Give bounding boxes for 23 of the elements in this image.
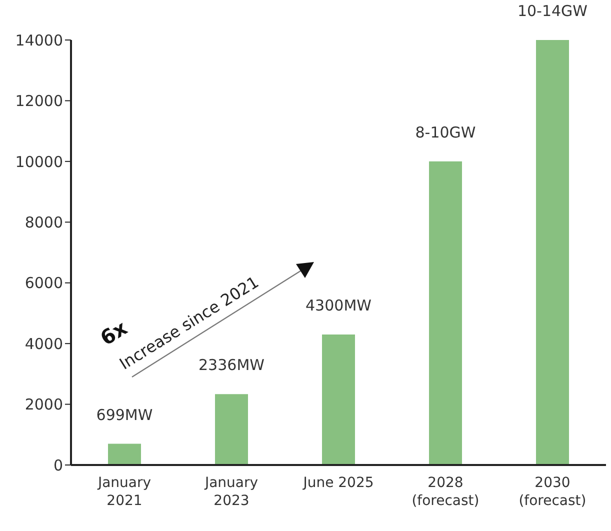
x-tick-label: 2028 (forecast) (412, 475, 480, 509)
x-tick-label: January 2021 (96, 475, 152, 509)
data-label: 8-10GW (415, 123, 476, 142)
y-tick-label: 10000 (15, 152, 63, 171)
y-tick-label: 6000 (24, 274, 63, 292)
bar (108, 444, 141, 465)
x-tick-label: January 2023 (204, 475, 258, 509)
data-label: 10-14GW (517, 2, 588, 20)
y-tick-label: 0 (53, 456, 63, 474)
data-label: 4300MW (306, 296, 372, 314)
x-tick-label: 2030 (forecast) (518, 475, 586, 509)
bar (322, 334, 355, 465)
y-tick-label: 14000 (15, 31, 63, 50)
bar (536, 40, 569, 465)
y-tick-label: 8000 (24, 213, 63, 232)
bar (215, 394, 248, 465)
data-label: 2336MW (198, 356, 265, 374)
y-tick-label: 4000 (24, 334, 63, 353)
data-label: 699MW (96, 406, 153, 424)
x-tick-label: June 2025 (302, 475, 374, 491)
y-tick-label: 12000 (15, 92, 63, 110)
y-tick-label: 2000 (24, 396, 63, 414)
bar (429, 161, 462, 465)
